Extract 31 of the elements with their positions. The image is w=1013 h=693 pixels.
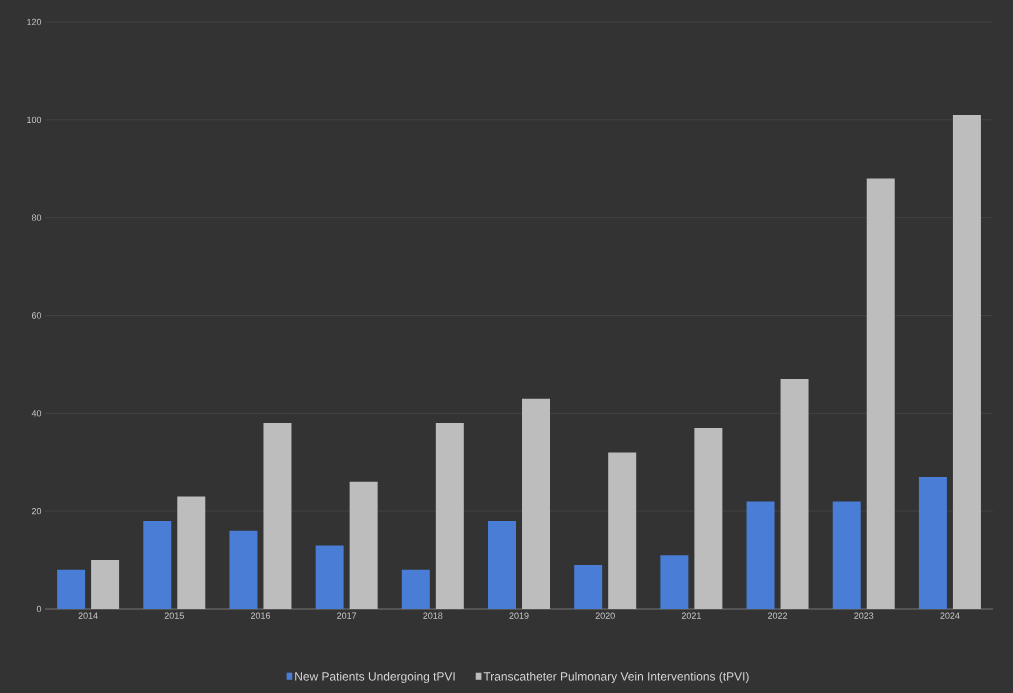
- x-tick-label: 2022: [768, 612, 788, 619]
- y-tick-label: 80: [31, 214, 42, 221]
- x-tick-label: 2016: [250, 612, 271, 619]
- legend-label: New Patients Undergoing tPVI: [295, 671, 455, 684]
- x-tick-label: 2024: [940, 612, 960, 619]
- legend-label: Transcatheter Pulmonary Vein Interventions (tPVI): [483, 671, 749, 684]
- y-tick-label: 60: [31, 312, 42, 319]
- bar: [574, 564, 603, 609]
- x-tick-label: 2018: [423, 612, 443, 619]
- x-tick-label: 2020: [595, 612, 615, 619]
- bar: [143, 520, 172, 609]
- bar: [229, 530, 258, 609]
- y-tick-label: 120: [27, 18, 42, 26]
- y-tick-label: 100: [27, 116, 42, 124]
- x-tick-label: 2019: [509, 612, 529, 619]
- bar: [746, 501, 775, 609]
- bar: [401, 569, 430, 609]
- bar: [832, 501, 861, 609]
- x-tick-label: 2015: [164, 612, 184, 619]
- y-tick-label: 0: [36, 605, 42, 613]
- x-tick-label: 2017: [337, 612, 357, 619]
- bar: [488, 520, 517, 609]
- x-tick-label: 2021: [681, 612, 701, 619]
- bar: [660, 555, 689, 609]
- x-tick-label: 2023: [854, 612, 874, 619]
- x-tick-label: 2014: [78, 612, 98, 619]
- bar: [315, 545, 344, 609]
- y-tick-label: 20: [31, 507, 42, 515]
- bar: [918, 476, 947, 609]
- bar: [57, 569, 86, 609]
- y-tick-label: 40: [31, 410, 42, 417]
